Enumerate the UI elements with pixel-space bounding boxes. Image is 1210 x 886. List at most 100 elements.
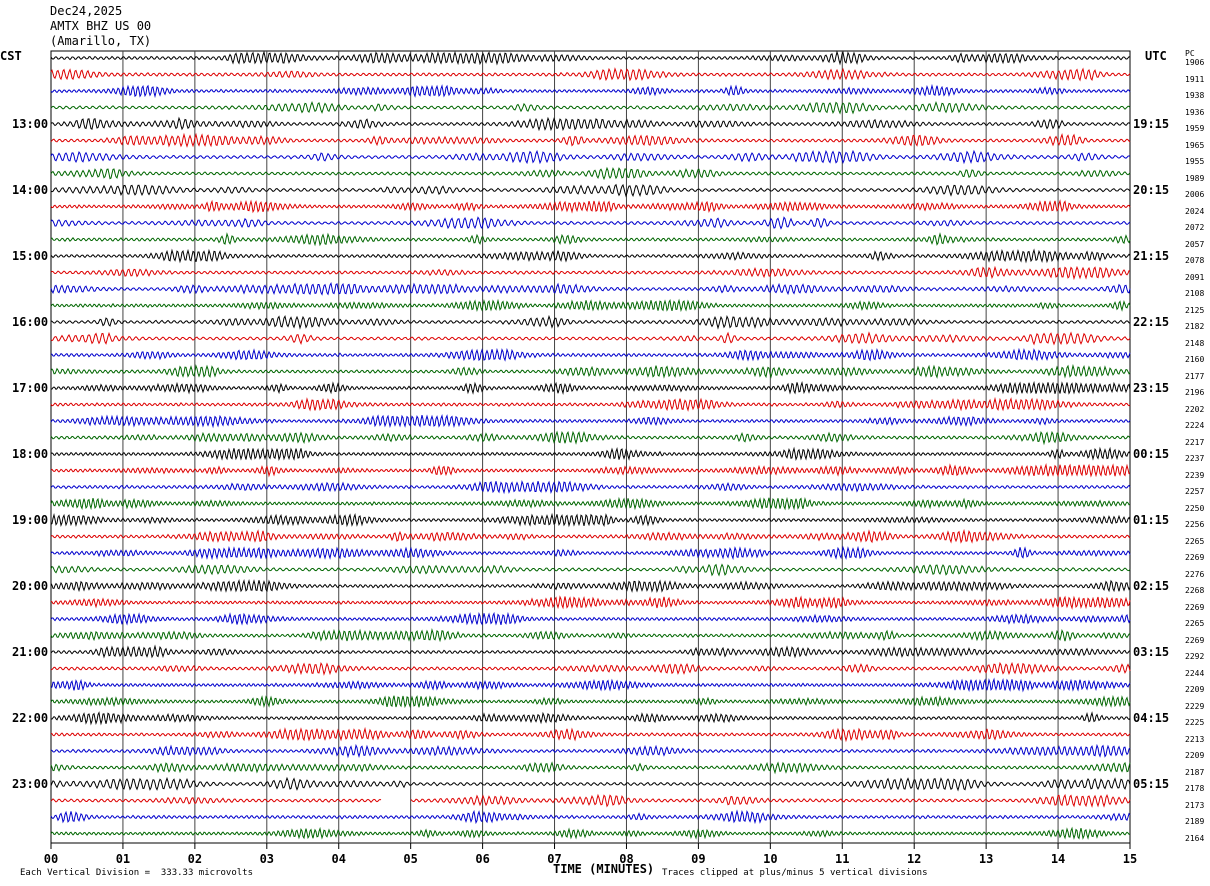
utc-hour-label: 05:15 <box>1133 777 1170 791</box>
trace-value: 2160 <box>1185 355 1205 364</box>
seismic-trace <box>50 298 1131 313</box>
trace-value: 2091 <box>1185 272 1205 282</box>
trace-value: 2148 <box>1185 338 1205 348</box>
x-tick-label: 08 <box>619 852 634 866</box>
cst-hour-label: 17:00 <box>12 381 49 395</box>
cst-hour-label: 13:00 <box>12 117 49 131</box>
trace-value: 1989 <box>1185 173 1205 183</box>
seismic-trace <box>50 446 1131 462</box>
seismic-trace <box>50 216 1131 230</box>
utc-hour-label: 23:15 <box>1133 381 1170 395</box>
trace-value: 2229 <box>1185 701 1205 711</box>
trace-value: 2189 <box>1185 817 1205 826</box>
trace-value: 1936 <box>1185 107 1205 117</box>
trace-value: 2250 <box>1185 503 1205 513</box>
trace-value: 2239 <box>1185 470 1205 480</box>
x-tick-label: 02 <box>187 852 203 866</box>
seismic-trace <box>50 743 1131 759</box>
seismic-trace <box>50 149 1131 165</box>
trace-value: 2177 <box>1185 371 1205 381</box>
seismic-trace <box>50 480 1131 495</box>
trace-value: 2125 <box>1185 305 1205 315</box>
seismic-trace <box>50 512 1131 528</box>
trace-value: 2173 <box>1185 800 1205 810</box>
station-code: AMTX BHZ US 00 <box>50 19 152 33</box>
x-tick-label: 01 <box>115 852 131 866</box>
seismic-trace <box>50 396 1131 412</box>
trace-value: 2006 <box>1185 190 1205 199</box>
seismic-trace <box>50 644 1131 659</box>
trace-value: 2269 <box>1185 602 1205 612</box>
trace-value: 1965 <box>1185 140 1205 150</box>
cst-hour-label: 15:00 <box>12 249 49 263</box>
x-tick-label: 10 <box>763 852 778 866</box>
seismic-trace <box>50 595 1131 610</box>
x-axis-title: TIME (MINUTES) <box>553 862 655 876</box>
seismic-trace <box>50 611 1131 626</box>
seismic-trace <box>50 677 1131 693</box>
seismic-trace <box>50 132 1131 148</box>
trace-value: 2268 <box>1185 586 1205 595</box>
seismic-trace <box>50 265 1131 281</box>
seismic-trace <box>50 545 1131 561</box>
trace-value: 2224 <box>1185 421 1205 430</box>
trace-value: 2024 <box>1185 206 1205 216</box>
trace-value: 2078 <box>1185 256 1205 265</box>
cst-hour-label: 23:00 <box>12 777 49 791</box>
seismic-trace <box>50 83 1131 99</box>
pc-label: PC <box>1185 49 1195 58</box>
x-tick-label: 05 <box>403 852 418 866</box>
seismic-trace <box>50 232 1131 247</box>
vertical-division-note: Each Vertical Division = 333.33 microvol… <box>20 868 253 878</box>
clip-note: Traces clipped at plus/minus 5 vertical … <box>662 868 928 878</box>
seismic-trace <box>50 67 1131 82</box>
seismic-trace <box>50 331 1131 346</box>
seismic-trace <box>50 199 1131 214</box>
trace-value: 2269 <box>1185 635 1205 645</box>
seismic-trace <box>50 116 1131 132</box>
x-tick-label: 06 <box>475 852 490 866</box>
seismic-trace <box>50 761 1131 775</box>
seismic-trace <box>50 183 1131 198</box>
trace-value: 2178 <box>1185 784 1205 793</box>
trace-value: 1906 <box>1185 58 1205 67</box>
cst-hour-label: 19:00 <box>12 513 49 527</box>
seismic-trace <box>50 347 1131 362</box>
trace-value: 2217 <box>1185 437 1205 447</box>
trace-value: 2196 <box>1185 388 1205 397</box>
trace-value: 2256 <box>1185 520 1205 529</box>
utc-hour-label: 03:15 <box>1133 645 1170 659</box>
trace-value: 2257 <box>1185 487 1205 496</box>
plot-date: Dec24,2025 <box>50 4 123 18</box>
x-tick-label: 13 <box>978 852 994 866</box>
trace-value: 2057 <box>1185 239 1205 249</box>
trace-value: 2164 <box>1185 833 1205 843</box>
seismic-trace <box>50 463 1131 478</box>
seismic-trace <box>50 563 1131 577</box>
x-tick-label: 12 <box>906 852 922 866</box>
x-tick-label: 07 <box>547 852 562 866</box>
seismic-trace <box>50 793 1131 808</box>
seismic-trace <box>50 809 1131 825</box>
station-location: (Amarillo, TX) <box>50 34 152 48</box>
seismic-trace <box>50 430 1131 446</box>
seismic-trace <box>50 248 1131 264</box>
cst-hour-label: 16:00 <box>12 315 49 329</box>
seismic-trace <box>50 166 1131 181</box>
x-tick-label: 04 <box>331 852 346 866</box>
seismic-trace <box>50 776 1131 792</box>
x-tick-label: 00 <box>43 852 59 866</box>
utc-hour-label: 01:15 <box>1133 513 1170 527</box>
utc-hour-label: 21:15 <box>1133 249 1170 263</box>
utc-hour-label: 22:15 <box>1133 315 1170 329</box>
trace-value: 1959 <box>1185 124 1205 133</box>
trace-value: 2209 <box>1185 751 1205 760</box>
x-tick-label: 15 <box>1122 852 1138 866</box>
trace-value: 2072 <box>1185 223 1205 232</box>
x-tick-label: 09 <box>691 852 706 866</box>
cst-hour-label: 14:00 <box>12 183 49 197</box>
seismic-trace <box>50 627 1131 643</box>
trace-value: 2225 <box>1185 718 1205 727</box>
trace-value: 2237 <box>1185 454 1205 463</box>
